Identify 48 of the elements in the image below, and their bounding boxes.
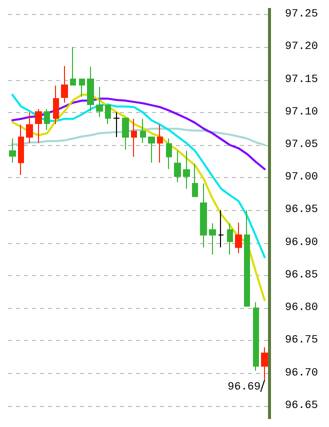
candlestick: [122, 118, 129, 150]
y-tick-label: 96.80: [284, 302, 318, 314]
candlestick: [26, 112, 33, 144]
candlestick: [70, 46, 76, 86]
line-series: [11, 128, 266, 146]
candlestick: [200, 182, 207, 248]
y-tick-label: 96.85: [284, 269, 318, 282]
candlestick: [79, 78, 85, 98]
y-tick-label: 96.70: [284, 367, 318, 380]
candlestick: [96, 86, 103, 118]
candlestick: [61, 66, 68, 104]
candlestick: [44, 108, 50, 130]
line-series: [11, 98, 266, 170]
candlestick: [53, 85, 59, 125]
candlestick: [218, 210, 224, 248]
candlestick: [140, 118, 146, 144]
candlestick: [174, 150, 181, 183]
candlestick: [166, 138, 172, 170]
y-tick-label: 97.00: [284, 172, 318, 184]
candlestick: [157, 124, 163, 164]
candlestick: [113, 112, 120, 138]
y-tick-label: 96.75: [284, 334, 318, 347]
candlestick: [227, 222, 233, 256]
candlestick: [87, 66, 94, 112]
y-tick-label: 97.05: [284, 139, 318, 151]
candlestick: [192, 163, 198, 198]
candlestick: [183, 150, 190, 190]
line-series: [11, 94, 266, 302]
line-series: [11, 94, 266, 258]
y-tick-label: 97.25: [284, 8, 318, 21]
annotation: 96.69: [228, 381, 261, 394]
candlestick: [148, 136, 155, 164]
candlestick: [9, 138, 16, 164]
y-tick-label: 97.15: [284, 74, 318, 86]
y-tick-label: 96.95: [284, 204, 318, 216]
y-tick-label: 96.65: [284, 400, 318, 412]
candlestick: [244, 210, 250, 307]
y-tick-label: 97.10: [284, 106, 318, 118]
y-tick-label: 96.90: [284, 236, 318, 249]
candlestick: [253, 302, 259, 372]
candlestick: [18, 124, 24, 176]
candlestick: [131, 118, 137, 158]
candlestick: [235, 222, 242, 254]
y-tick-label: 97.20: [284, 41, 318, 54]
candlestick: [105, 104, 111, 125]
candlestick: [261, 346, 268, 380]
candlestick: [209, 222, 216, 256]
candlestick: [35, 108, 42, 144]
